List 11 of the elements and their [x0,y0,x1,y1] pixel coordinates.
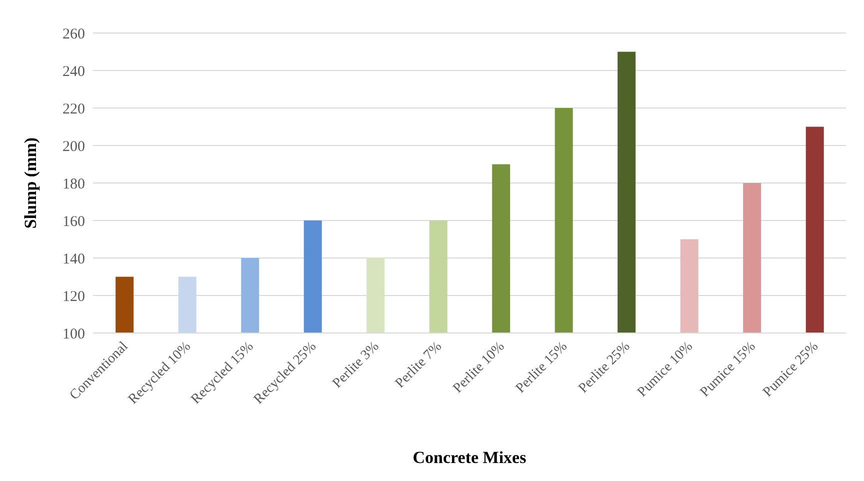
y-tick-label: 120 [62,288,85,305]
y-tick-label: 180 [62,176,85,192]
y-axis-title: Slump (mm) [21,137,40,229]
y-tick-label: 140 [62,251,85,268]
y-tick-label: 160 [62,214,85,230]
y-tick-label: 200 [62,138,85,155]
y-tick-label: 220 [62,101,85,118]
y-tick-label: 260 [62,26,85,42]
x-axis-title: Concrete Mixes [412,448,527,467]
y-tick-label: 240 [62,64,85,80]
y-tick-label: 100 [62,326,85,342]
